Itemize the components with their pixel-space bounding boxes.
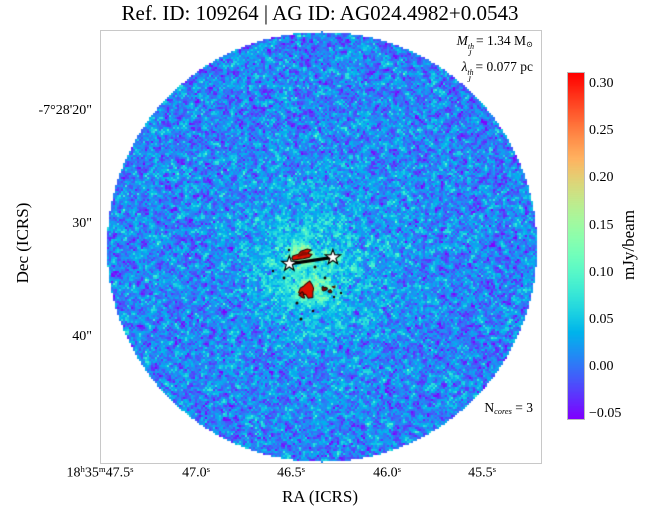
x-axis-label: RA (ICRS) <box>281 487 359 506</box>
page-title: Ref. ID: 109264 | AG ID: AG024.4982+0.05… <box>121 1 519 25</box>
colorbar-ticks: 0.30 0.25 0.20 0.15 0.10 0.05 0.00 −0.05 <box>589 72 639 421</box>
colorbar-tick-label: 0.15 <box>589 217 614 233</box>
x-tick-label: 18h35m47.5s <box>66 464 134 481</box>
sky-map-canvas <box>101 31 541 463</box>
x-tick-label: 47.0s <box>182 464 210 481</box>
plot-area <box>100 30 542 464</box>
colorbar-tick-label: 0.20 <box>589 170 614 186</box>
colorbar-tick-label: 0.05 <box>589 311 614 327</box>
colorbar-tick-label: −0.05 <box>589 406 622 422</box>
colorbar-tick-label: 0.25 <box>589 123 614 139</box>
jeans-length-annotation: λ th J = 0.077 pc <box>461 59 533 85</box>
y-tick-label: 30" <box>72 216 92 231</box>
colorbar-tick-label: 0.10 <box>589 264 614 280</box>
x-tick-label: 45.5s <box>468 464 496 481</box>
n-cores-label: Ncores = 3 <box>484 400 533 417</box>
y-tick-label: 40" <box>72 329 92 344</box>
x-axis-ticks: 18h35m47.5s 47.0s 46.5s 46.0s 45.5s <box>67 464 540 486</box>
x-tick-label: 46.5s <box>277 464 305 481</box>
colorbar-tick-label: 0.30 <box>589 76 614 92</box>
colorbar-tick-label: 0.00 <box>589 359 614 375</box>
y-tick-label: -7°28'20" <box>38 103 93 118</box>
x-tick-label: 46.0s <box>373 464 401 481</box>
colorbar <box>567 72 585 420</box>
y-axis-ticks: -7°28'20" 30" 40" <box>0 30 96 462</box>
colorbar-label: mJy/beam <box>619 210 638 280</box>
